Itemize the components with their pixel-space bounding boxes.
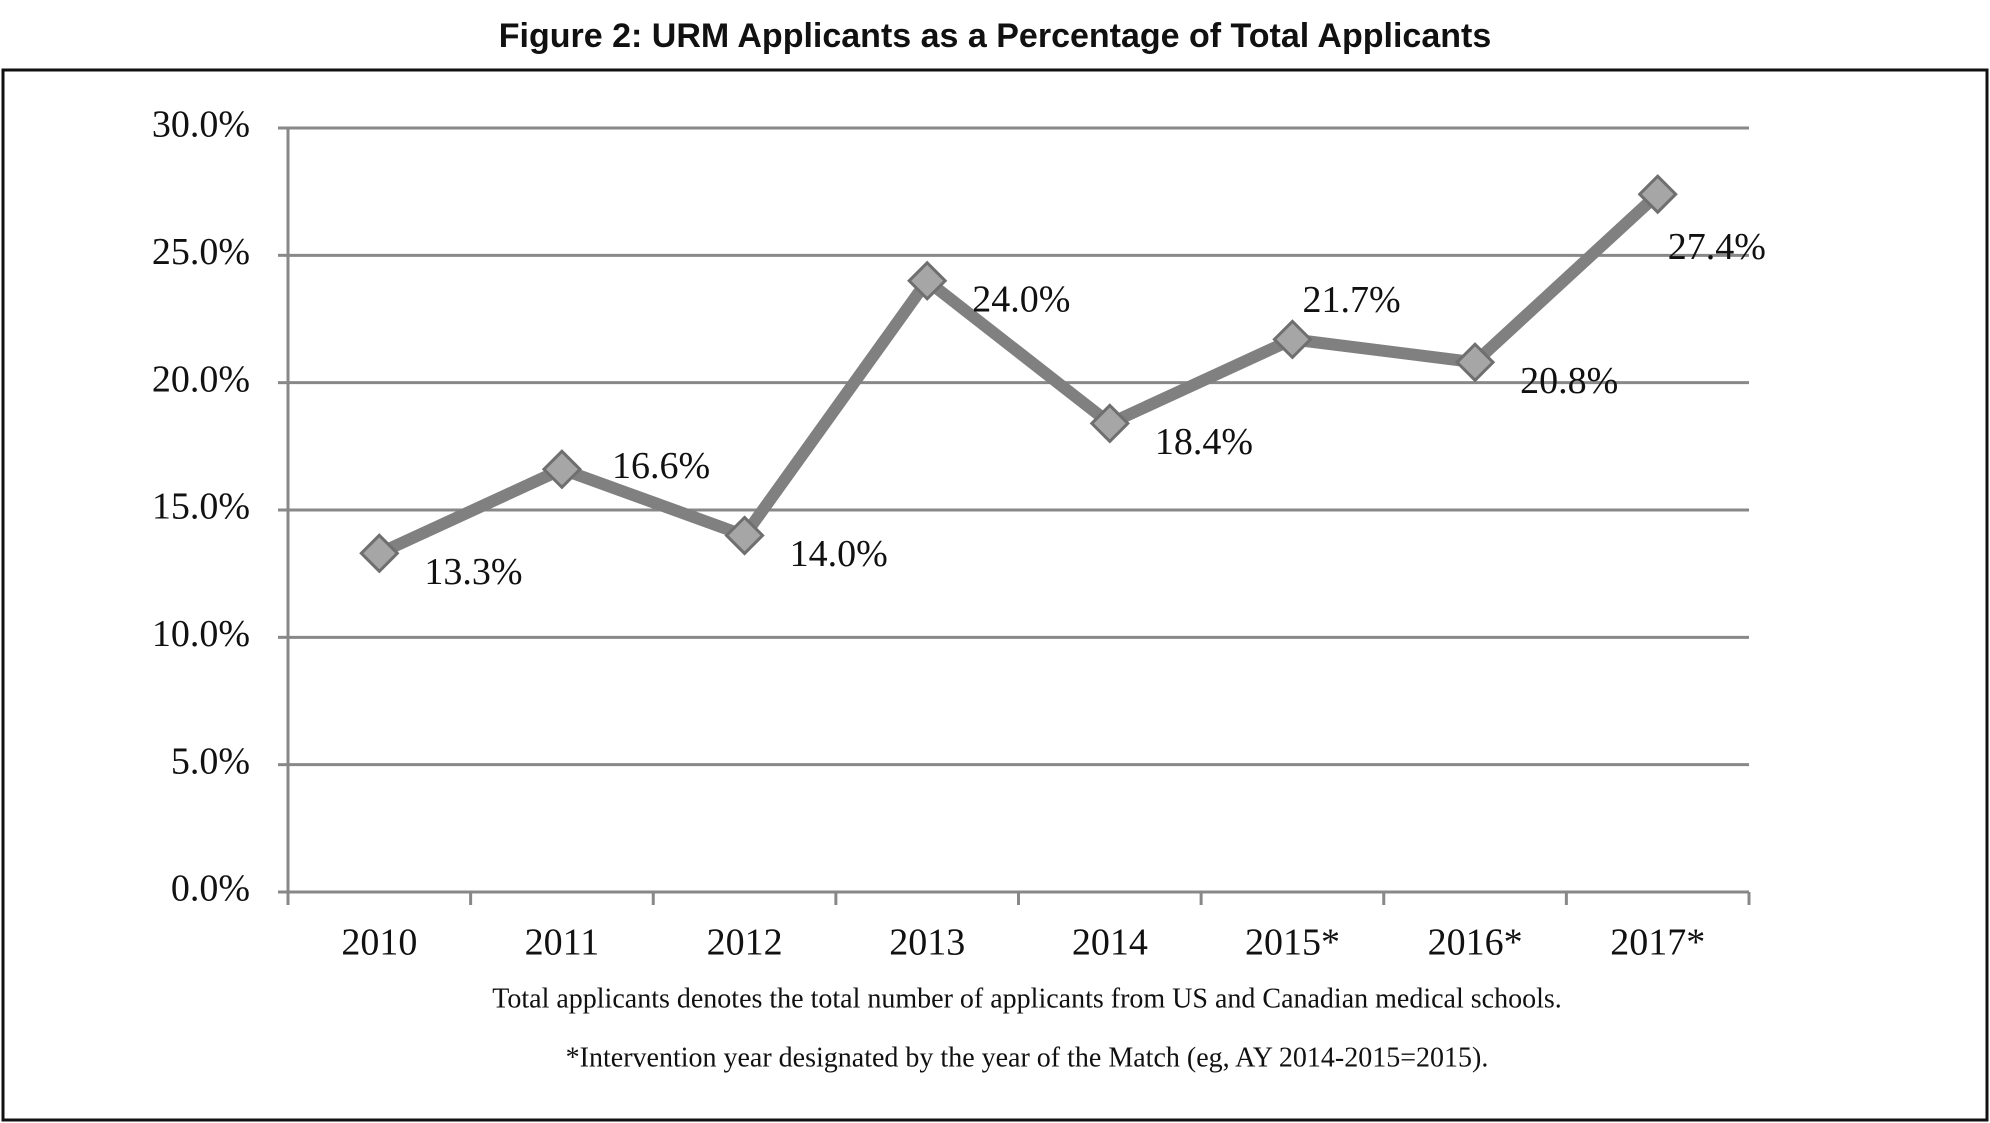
- data-label: 24.0%: [972, 279, 1070, 321]
- x-tick-label: 2014: [1072, 922, 1148, 964]
- footnote: *Intervention year designated by the yea…: [566, 1042, 1489, 1073]
- marker: [1089, 403, 1130, 444]
- y-tick-label: 20.0%: [152, 358, 250, 400]
- marker: [1454, 342, 1496, 383]
- marker: [1272, 319, 1313, 360]
- y-tick-label: 5.0%: [171, 740, 250, 782]
- marker: [724, 515, 765, 556]
- x-tick-label: 2013: [889, 922, 965, 964]
- footnote: Total applicants denotes the total numbe…: [492, 983, 1562, 1014]
- x-tick-label: 2011: [525, 922, 600, 964]
- marker: [907, 260, 948, 301]
- y-tick-label: 0.0%: [171, 868, 250, 910]
- y-tick-label: 10.0%: [152, 613, 250, 655]
- marker: [1637, 174, 1678, 215]
- marker: [541, 449, 583, 490]
- x-tick-label: 2015*: [1245, 922, 1340, 964]
- y-tick-label: 15.0%: [152, 486, 250, 528]
- data-label: 16.6%: [612, 445, 710, 487]
- x-tick-label: 2010: [341, 922, 417, 964]
- y-tick-label: 25.0%: [152, 231, 250, 273]
- x-tick-label: 2016*: [1428, 922, 1523, 964]
- x-tick-label: 2017*: [1610, 922, 1705, 964]
- data-label: 14.0%: [790, 533, 888, 575]
- data-label: 20.8%: [1520, 360, 1618, 402]
- data-label: 21.7%: [1302, 279, 1400, 321]
- data-label: 27.4%: [1668, 226, 1766, 268]
- y-tick-label: 30.0%: [152, 104, 250, 146]
- data-label: 18.4%: [1155, 421, 1253, 463]
- chart-title: Figure 2: URM Applicants as a Percentage…: [499, 17, 1491, 55]
- x-tick-label: 2012: [707, 922, 783, 964]
- line: [376, 189, 1662, 559]
- marker: [359, 533, 400, 574]
- frame: [1, 68, 1989, 1122]
- data-label: 13.3%: [424, 551, 522, 593]
